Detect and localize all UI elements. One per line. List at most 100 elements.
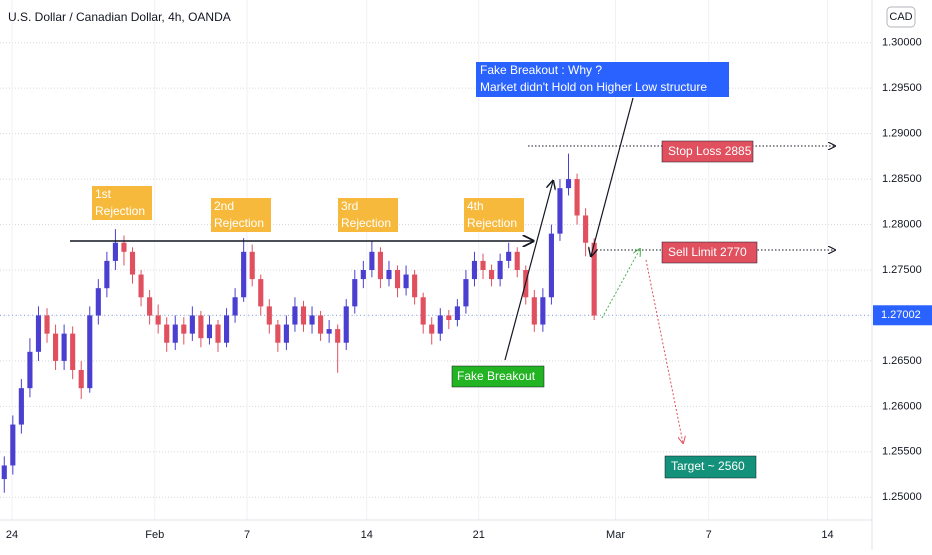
projection-down — [645, 259, 683, 443]
candle-body — [181, 324, 187, 334]
candle-body — [258, 279, 264, 307]
x-tick-label: 24 — [6, 529, 18, 541]
candle-body — [164, 324, 170, 343]
candle-body — [394, 270, 401, 289]
sell-limit-label: Sell Limit 2770 — [668, 245, 747, 259]
candle-body — [44, 315, 50, 334]
last-price-box — [873, 305, 932, 326]
chart-title: U.S. Dollar / Canadian Dollar, 4h, OANDA — [8, 10, 231, 24]
projection-up — [601, 249, 640, 319]
candle-body — [121, 242, 127, 252]
candle-body — [18, 388, 24, 425]
rejection-label: Rejection — [95, 204, 145, 218]
candle-body — [155, 315, 161, 325]
candle-body — [360, 270, 366, 280]
candle-body — [309, 315, 315, 325]
label-box — [451, 365, 545, 388]
x-tick-label: 21 — [473, 529, 485, 541]
rejection-label: Rejection — [341, 216, 391, 230]
candle-body — [61, 333, 67, 361]
candles — [1, 153, 597, 493]
candle-body — [223, 315, 230, 343]
x-tick-label: 14 — [821, 529, 833, 541]
candle-body — [352, 279, 358, 307]
candle-body — [292, 306, 298, 325]
y-tick-label: 1.25000 — [882, 491, 922, 503]
candle-body — [249, 251, 255, 280]
candle-body — [318, 315, 324, 334]
candle-body — [463, 279, 469, 307]
stop-loss-label: Stop Loss 2885 — [668, 144, 752, 158]
y-tick-label: 1.28000 — [882, 218, 922, 230]
x-tick-label: 14 — [361, 529, 373, 541]
x-tick-label: 7 — [706, 529, 712, 541]
y-tick-label: 1.28500 — [882, 173, 922, 185]
candle-body — [172, 324, 178, 343]
candle-body — [198, 315, 204, 339]
x-tick-label: Feb — [145, 529, 164, 541]
candle-body — [591, 242, 597, 316]
last-price-label: 1.27002 — [881, 309, 921, 321]
y-tick-label: 1.26000 — [882, 400, 922, 412]
candle-body — [377, 251, 383, 280]
candle-body — [147, 297, 153, 316]
candle-body — [489, 270, 495, 280]
candle-body — [583, 215, 589, 243]
note-labels: Fake Breakout Fake Breakout : Why ? Mark… — [451, 62, 758, 479]
candle-body — [78, 370, 84, 389]
candle-body — [335, 329, 341, 343]
label-box — [664, 455, 757, 479]
candle-body — [1, 465, 7, 480]
y-tick-label: 1.26500 — [882, 355, 922, 367]
candle-body — [514, 251, 520, 270]
fake-breakout-label: Fake Breakout — [457, 369, 536, 383]
candle-body — [326, 329, 332, 334]
candle-body — [471, 260, 478, 280]
candle-body — [275, 324, 281, 343]
y-tick-label: 1.30000 — [882, 37, 922, 49]
y-tick-label: 1.25500 — [882, 446, 922, 458]
candle-body — [506, 251, 512, 261]
label-box — [338, 198, 398, 232]
rejection-label: Rejection — [467, 216, 517, 230]
candle-body — [480, 260, 486, 270]
rejection-label: Rejection — [214, 216, 264, 230]
x-tick-label: 7 — [244, 529, 250, 541]
candle-body — [104, 260, 110, 289]
candle-body — [206, 324, 213, 339]
candle-body — [53, 333, 59, 361]
y-tick-label: 1.27500 — [882, 264, 922, 276]
candle-body — [10, 424, 16, 466]
candle-body — [454, 306, 460, 320]
y-tick-label: 1.29500 — [882, 82, 922, 94]
candle-body — [437, 315, 443, 334]
candle-body — [548, 233, 554, 298]
label-box — [661, 241, 758, 264]
currency-button[interactable] — [886, 6, 916, 28]
candle-body — [429, 324, 435, 334]
candle-body — [386, 270, 392, 280]
candle-body — [343, 306, 349, 343]
candle-body — [531, 297, 537, 325]
currency[interactable]: CAD — [889, 11, 912, 23]
candle-body — [241, 251, 247, 298]
candle-body — [540, 297, 546, 325]
label-box — [476, 62, 729, 97]
candle-body — [446, 315, 452, 320]
candle-body — [215, 324, 221, 343]
y-tick-label: 1.29000 — [882, 128, 922, 140]
candle-body — [565, 179, 572, 189]
rejection-labels: 1st Rejection 2nd Rejection 3rd Rejectio… — [92, 186, 524, 232]
candle-body — [189, 315, 195, 334]
candle-body — [27, 351, 33, 389]
candle-body — [420, 297, 426, 325]
rejection-label: 3rd — [341, 199, 358, 213]
candle-body — [70, 333, 76, 370]
label-box — [464, 198, 524, 232]
label-box — [92, 186, 152, 220]
candle-body — [283, 324, 289, 343]
label-box — [661, 140, 754, 163]
candle-body — [138, 274, 144, 298]
x-tick-label: Mar — [606, 529, 625, 541]
